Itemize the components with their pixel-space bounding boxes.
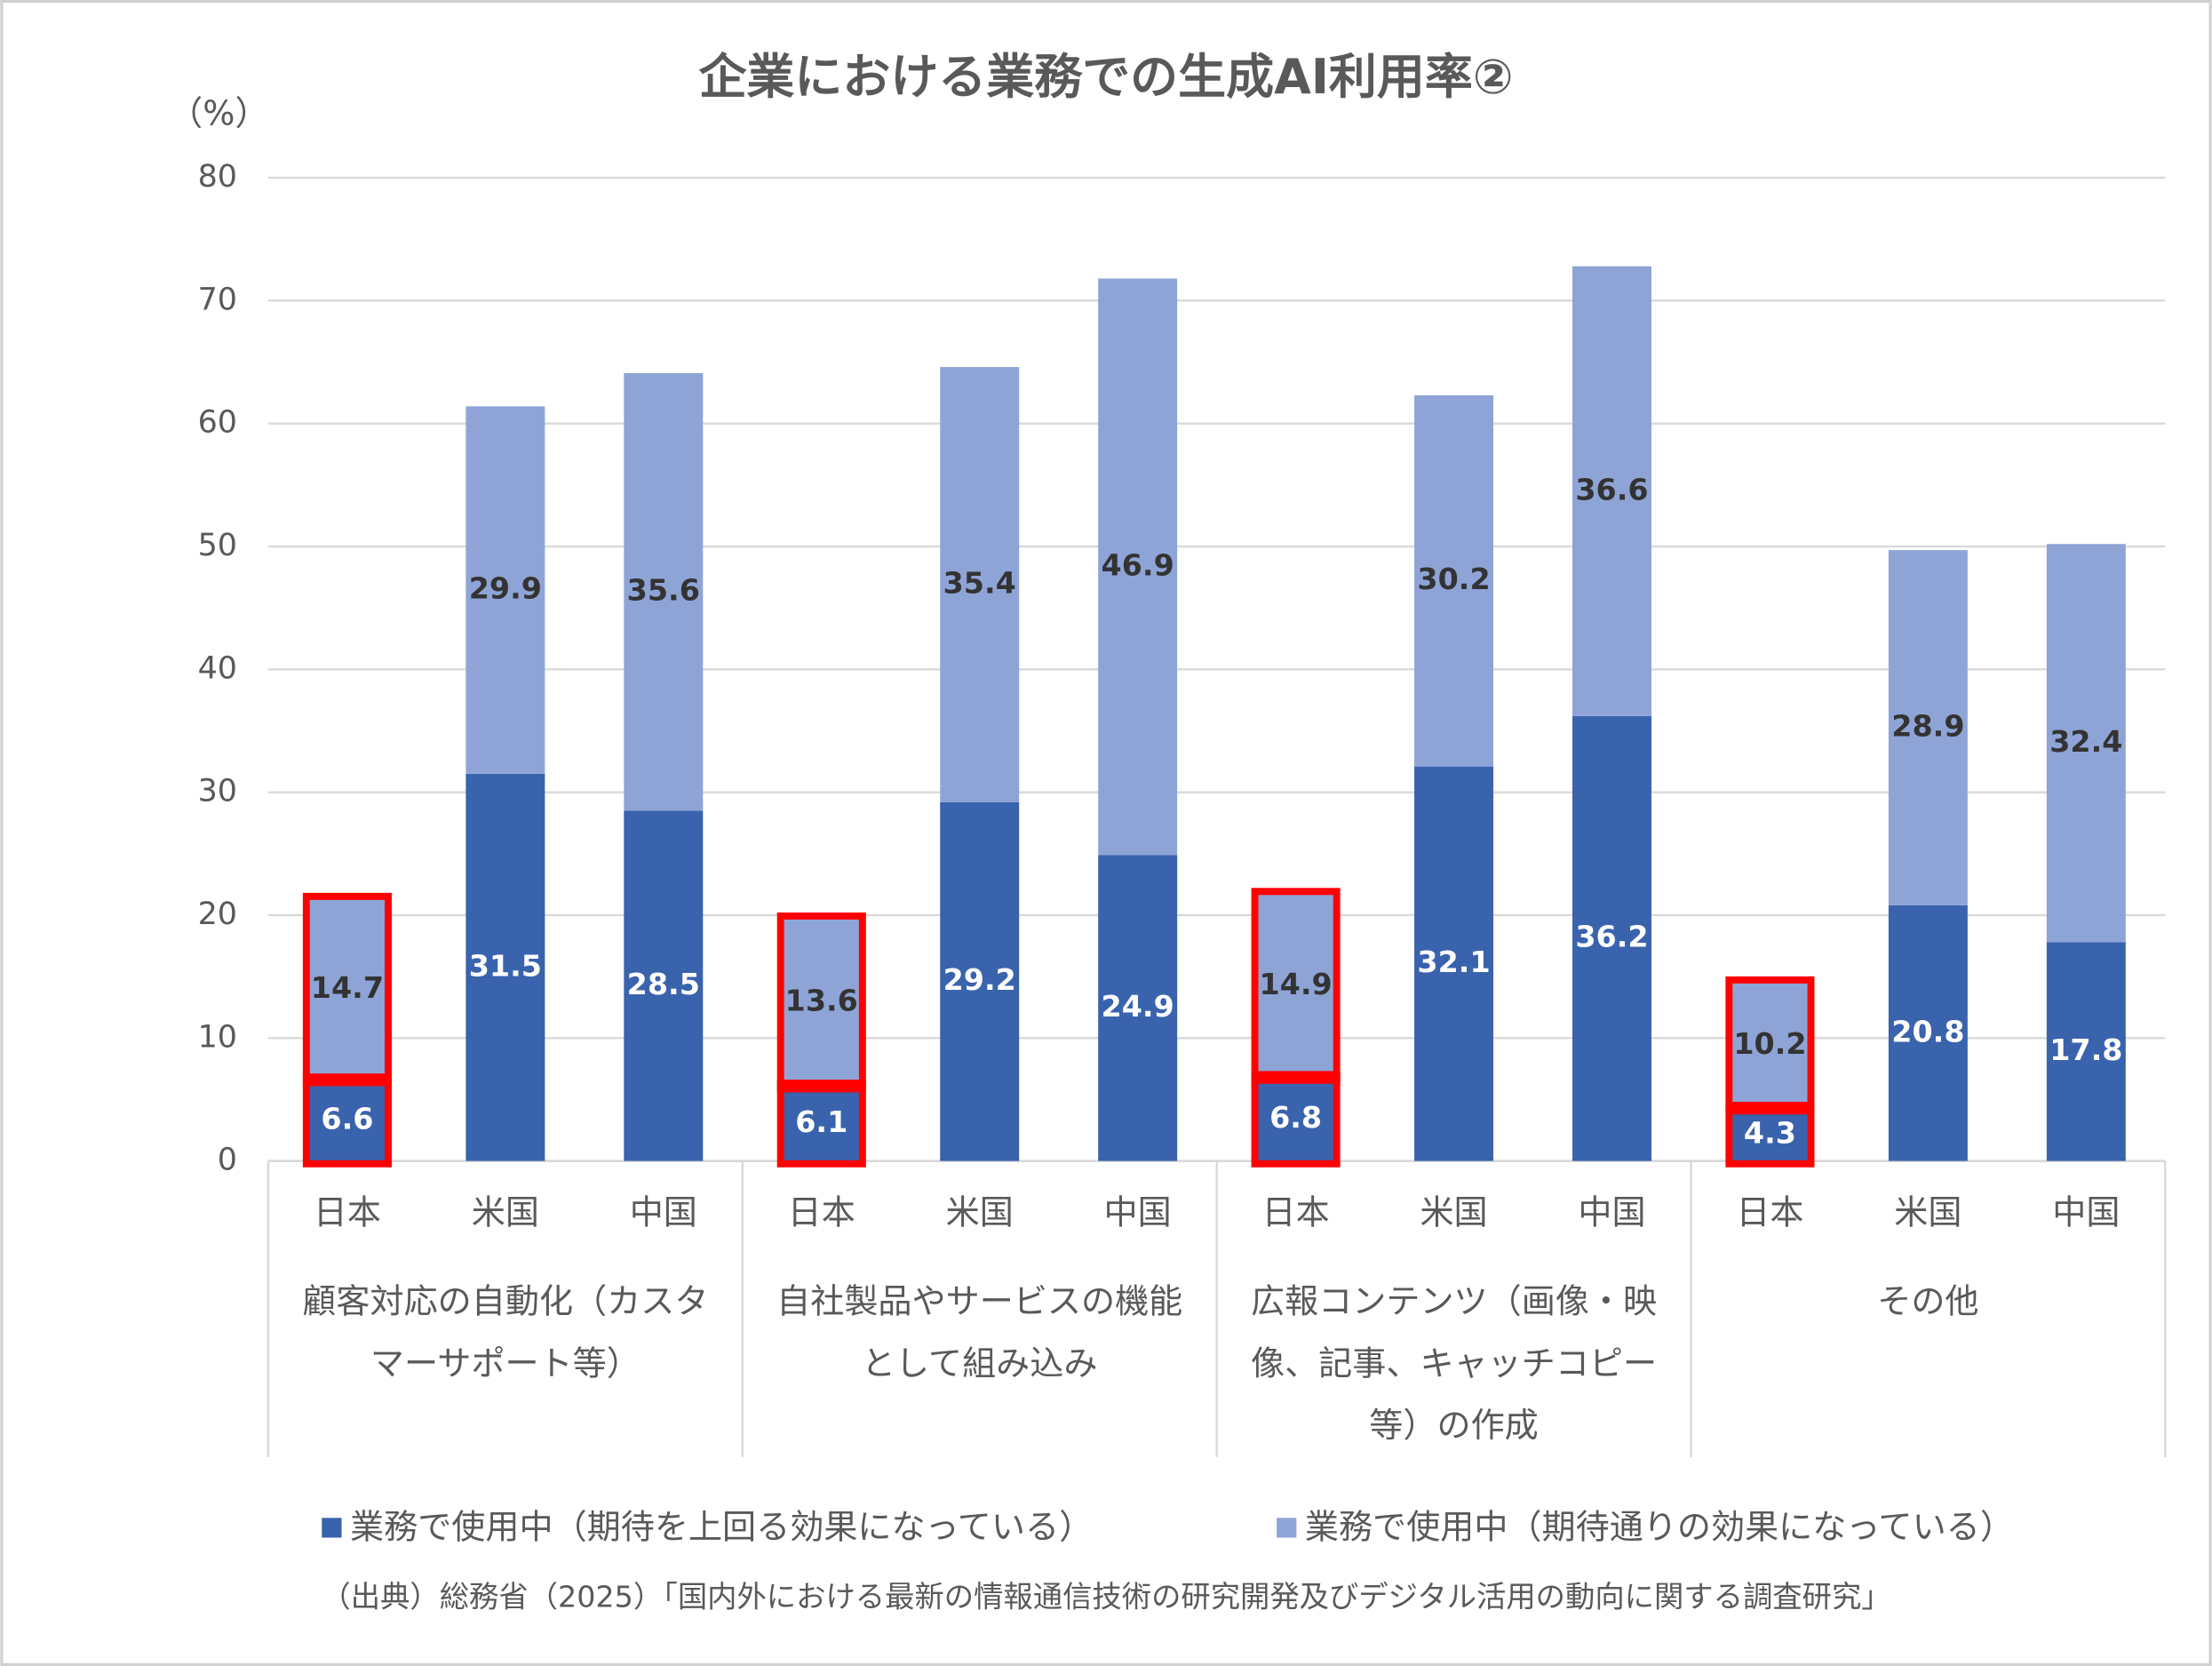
data-label: 14.7	[311, 970, 384, 1005]
x-tick-label: 中国	[1104, 1192, 1172, 1232]
y-tick-label: 0	[218, 1143, 237, 1178]
legend-label: 業務で使用中（期待通りの効果になっている）	[1305, 1507, 2014, 1546]
bar-segment	[1572, 266, 1651, 716]
bar-segment	[940, 367, 1020, 802]
data-label: 36.6	[1575, 472, 1648, 506]
x-tick-label: 米国	[946, 1192, 1014, 1232]
highlight-box	[776, 912, 866, 1093]
bar-segment	[1256, 1077, 1336, 1161]
group-label: マーサポート等）	[370, 1343, 641, 1383]
data-label: 10.2	[1733, 1026, 1806, 1061]
legend-swatch	[1277, 1518, 1297, 1538]
y-tick-label: 60	[198, 405, 237, 441]
data-label: 17.8	[2049, 1032, 2122, 1067]
data-label: 29.2	[943, 962, 1016, 997]
legend-label: 業務で使用中（期待を上回る効果になっている）	[350, 1507, 1093, 1546]
bar-segment	[465, 773, 545, 1161]
highlight-box	[1725, 1102, 1815, 1168]
data-label: 20.8	[1891, 1014, 1964, 1048]
y-tick-label: 30	[198, 774, 237, 809]
data-label: 24.9	[1102, 989, 1174, 1024]
bar-segment	[1888, 550, 1968, 905]
bar-segment	[782, 919, 862, 1087]
data-label: 6.6	[321, 1101, 373, 1136]
data-label: 6.1	[795, 1104, 847, 1139]
data-label: 13.6	[785, 984, 858, 1018]
y-tick-label: 40	[198, 650, 237, 686]
data-label: 4.3	[1744, 1115, 1796, 1150]
data-label: 32.1	[1417, 945, 1490, 979]
bar-segment	[940, 801, 1020, 1161]
group-label: 顧客対応の自動化（カスタ	[302, 1281, 708, 1320]
data-label: 30.2	[1417, 562, 1490, 596]
bar-segment	[2046, 544, 2126, 943]
highlight-box	[1251, 888, 1341, 1084]
y-tick-label: 10	[198, 1019, 237, 1055]
highlight-box	[302, 1073, 392, 1168]
bar-segment	[465, 406, 545, 774]
x-tick-label: 日本	[1262, 1192, 1330, 1232]
bar-segment	[624, 810, 704, 1161]
data-label: 36.2	[1575, 920, 1648, 954]
data-label: 6.8	[1269, 1100, 1322, 1135]
bar-segment	[1888, 905, 1968, 1161]
bar-segment	[307, 898, 387, 1080]
y-unit-label: （%）	[169, 94, 268, 133]
data-label: 14.9	[1259, 967, 1332, 1001]
y-tick-label: 50	[198, 528, 237, 563]
data-label: 32.4	[2049, 724, 2122, 759]
group-label: 自社製品やサービスの機能	[776, 1281, 1182, 1320]
bar-segment	[1256, 894, 1336, 1078]
bar-segment	[1572, 715, 1651, 1161]
data-label: 35.6	[627, 573, 700, 608]
data-label: 46.9	[1102, 547, 1174, 582]
x-tick-label: 日本	[314, 1192, 381, 1232]
y-tick-label: 70	[198, 282, 237, 317]
x-tick-label: 中国	[630, 1192, 697, 1232]
x-tick-label: 中国	[2052, 1192, 2120, 1232]
bar-segment	[624, 372, 704, 811]
group-label: その他	[1877, 1281, 1978, 1320]
highlight-box	[776, 1080, 866, 1168]
highlight-box	[1725, 976, 1815, 1115]
x-tick-label: 米国	[1420, 1192, 1487, 1232]
data-label: 29.9	[469, 571, 542, 606]
bar-segment	[307, 1080, 387, 1161]
bar-segment	[1414, 395, 1494, 767]
x-tick-label: 日本	[1736, 1192, 1803, 1232]
group-label: 広報コンテンツ（画像・映	[1251, 1281, 1657, 1320]
source-note: （出典）総務省（2025）「国内外における最新の情報通信技術の研究開発及びデジタ…	[321, 1579, 1890, 1614]
bar-segment	[1414, 766, 1494, 1161]
chart-title: 企業における業務での生成AI利用率②	[698, 49, 1513, 105]
x-tick-label: 米国	[472, 1192, 539, 1232]
highlight-box	[302, 892, 392, 1087]
highlight-box	[1251, 1071, 1341, 1168]
data-label: 31.5	[469, 948, 542, 983]
y-tick-label: 20	[198, 897, 237, 932]
group-label: 像、記事、キャッチコピー	[1251, 1343, 1657, 1383]
bar-segment	[1730, 983, 1810, 1109]
data-label: 35.4	[943, 565, 1016, 600]
bar-segment	[1098, 278, 1178, 856]
y-tick-label: 80	[198, 159, 237, 195]
x-tick-label: 日本	[788, 1192, 855, 1232]
data-label: 28.9	[1891, 709, 1964, 744]
bar-segment	[1730, 1108, 1810, 1161]
bar-segment	[1098, 855, 1178, 1161]
legend-swatch	[322, 1518, 342, 1538]
bar-segment	[782, 1086, 862, 1161]
bar-segment	[2046, 942, 2126, 1161]
data-label: 28.5	[627, 967, 700, 1001]
group-label: 等）の作成	[1369, 1406, 1538, 1445]
group-label: として組み込み	[862, 1343, 1098, 1383]
x-tick-label: 米国	[1894, 1192, 1961, 1232]
x-tick-label: 中国	[1578, 1192, 1645, 1232]
